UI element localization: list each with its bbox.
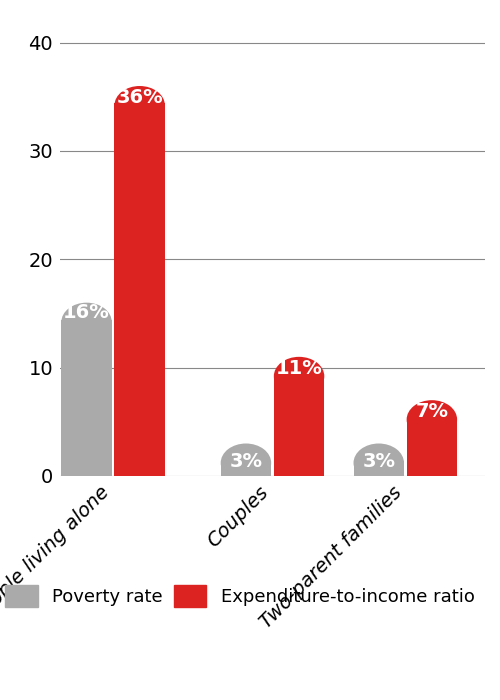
- Text: 11%: 11%: [276, 359, 322, 378]
- Bar: [354, 461, 404, 465]
- Bar: [406, 419, 457, 476]
- Bar: [406, 418, 457, 421]
- Bar: [354, 463, 404, 476]
- Bar: [220, 461, 271, 465]
- Ellipse shape: [220, 444, 271, 482]
- Bar: [220, 463, 271, 476]
- Ellipse shape: [354, 444, 404, 482]
- Bar: [62, 322, 112, 476]
- Bar: [114, 106, 165, 476]
- Text: 36%: 36%: [116, 88, 163, 107]
- Bar: [274, 374, 324, 378]
- Ellipse shape: [62, 302, 112, 342]
- Ellipse shape: [114, 86, 165, 125]
- Text: 3%: 3%: [362, 452, 396, 471]
- Ellipse shape: [274, 357, 324, 395]
- Bar: [274, 377, 324, 476]
- Text: 7%: 7%: [416, 402, 448, 421]
- Bar: [114, 104, 165, 107]
- Text: 16%: 16%: [63, 303, 110, 322]
- Ellipse shape: [406, 400, 457, 439]
- Bar: [62, 320, 112, 324]
- Text: 3%: 3%: [230, 452, 262, 471]
- Legend: Poverty rate, Expenditure-to-income ratio: Poverty rate, Expenditure-to-income rati…: [6, 585, 474, 607]
